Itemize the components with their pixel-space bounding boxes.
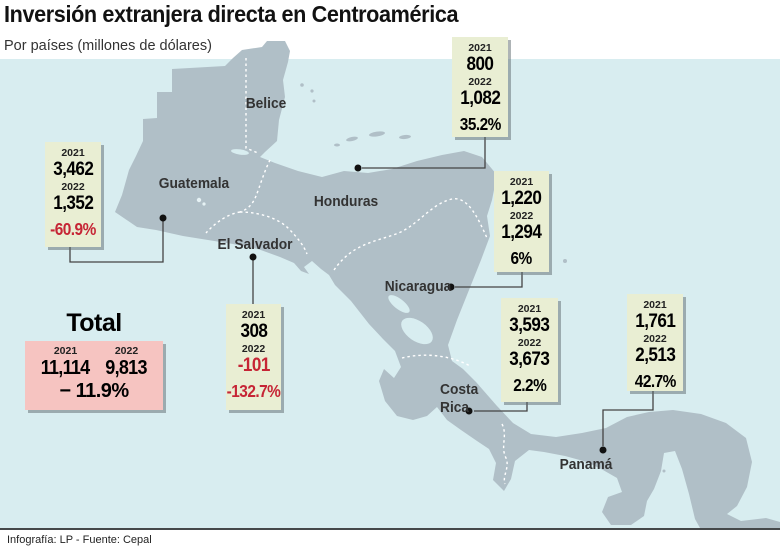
el-salvador-label: El Salvador (217, 237, 293, 253)
year-label: 2022 (114, 345, 139, 357)
year-label: 2022 (509, 210, 534, 223)
honduras-label: Honduras (313, 194, 379, 210)
belice-label: Belice (245, 96, 287, 112)
total-2021-column: 2021 11,114 (38, 345, 92, 379)
year-label: 2021 (509, 176, 534, 188)
el-salvador-2021-value: 308 (240, 321, 267, 343)
costa-rica-change: 2.2% (513, 375, 547, 396)
honduras-dot (354, 164, 362, 172)
year-label: 2022 (468, 76, 492, 89)
page-title: Inversión extranjera directa en Centroam… (4, 1, 459, 27)
guatemala-2022-value: 1,352 (52, 193, 94, 215)
nicaragua-data-box: 2021 1,220 2022 1,294 6% (494, 171, 549, 272)
costa-rica-data-box: 2021 3,593 2022 3,673 2.2% (501, 298, 558, 402)
panama-dot (599, 446, 607, 454)
guatemala-label: Guatemala (158, 176, 230, 192)
costa-rica-label: Costa Rica (440, 381, 478, 417)
honduras-change: 35.2% (459, 114, 501, 135)
costa-rica-dot (465, 407, 473, 415)
nicaragua-change: 6% (510, 248, 533, 269)
total-heading: Total (66, 309, 122, 337)
el-salvador-dot (249, 253, 257, 261)
nicaragua-dot (447, 283, 455, 291)
map-country-borders (205, 58, 508, 485)
nicaragua-2021-value: 1,220 (501, 188, 542, 210)
year-label: 2022 (643, 333, 667, 346)
el-salvador-data-box: 2021 308 2022 -101 -132.7% (226, 304, 281, 410)
total-2022-value: 9,813 (105, 357, 148, 380)
panama-2022-value: 2,513 (634, 345, 676, 367)
honduras-data-box: 2021 800 2022 1,082 35.2% (452, 37, 508, 137)
year-label: 2021 (61, 147, 85, 159)
el-salvador-change: -132.7% (226, 381, 281, 402)
costa-rica-label-line1: Costa (440, 382, 479, 398)
costa-rica-label-line2: Rica (440, 400, 470, 416)
year-label: 2021 (241, 309, 266, 321)
year-label: 2021 (53, 345, 78, 357)
guatemala-leader-line (69, 221, 164, 263)
panama-leader-line (602, 391, 654, 446)
subtitle: Por países (millones de dólares) (4, 38, 212, 54)
guatemala-2021-value: 3,462 (52, 159, 94, 181)
guatemala-data-box: 2021 3,462 2022 1,352 -60.9% (45, 142, 101, 247)
nicaragua-label: Nicaragua (384, 279, 452, 295)
total-change: − 11.9% (59, 380, 129, 403)
year-label: 2022 (241, 343, 266, 356)
costa-rica-2022-value: 3,673 (509, 349, 550, 371)
map-lakes (196, 149, 433, 345)
el-salvador-2022-value: -101 (237, 355, 270, 377)
year-label: 2022 (517, 337, 542, 350)
year-label: 2021 (468, 42, 492, 54)
leader-lines (69, 137, 654, 446)
panama-change: 42.7% (634, 371, 676, 392)
costa-rica-2021-value: 3,593 (509, 315, 550, 337)
total-2021-value: 11,114 (41, 357, 90, 380)
costa-rica-leader-line (474, 402, 528, 412)
panama-data-box: 2021 1,761 2022 2,513 42.7% (627, 294, 683, 391)
footer-credit: Infografía: LP - Fuente: Cepal (7, 534, 152, 546)
footer-divider (0, 528, 780, 530)
panama-label: Panamá (559, 457, 613, 473)
panama-2021-value: 1,761 (634, 311, 676, 333)
honduras-2022-value: 1,082 (459, 88, 501, 110)
map-islands (300, 83, 666, 473)
map-land-mainland (115, 41, 780, 528)
guatemala-dot (159, 214, 167, 222)
year-label: 2021 (643, 299, 667, 311)
guatemala-change: -60.9% (50, 219, 96, 240)
year-label: 2021 (517, 303, 542, 315)
honduras-leader-line (362, 137, 486, 169)
nicaragua-leader-line (455, 272, 523, 288)
total-2022-column: 2022 9,813 (103, 345, 149, 379)
nicaragua-2022-value: 1,294 (501, 222, 542, 244)
location-dots (159, 164, 607, 454)
year-label: 2022 (61, 181, 85, 194)
honduras-2021-value: 800 (466, 54, 494, 76)
total-data-box: 2021 11,114 2022 9,813 − 11.9% (25, 341, 163, 410)
total-values-row: 2021 11,114 2022 9,813 (25, 345, 163, 379)
